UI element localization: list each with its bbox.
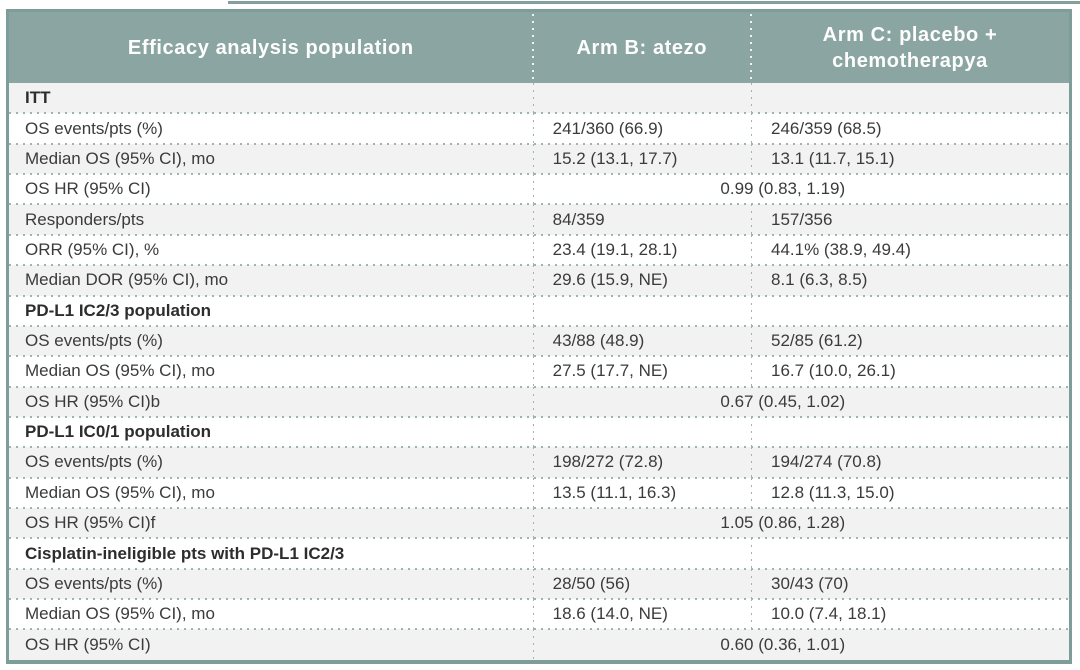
row-label: OS HR (95% CI) <box>25 634 151 654</box>
arm-b-value: 23.4 (19.1, 28.1) <box>532 234 751 266</box>
row-label: Median OS (95% CI), mo <box>25 604 215 624</box>
table-row: OS events/pts (%) 198/272 (72.8) 194/274 (… <box>9 447 1069 480</box>
arm-c-value <box>750 83 1069 114</box>
arm-c-value: 44.1% (38.9, 49.4) <box>750 234 1069 266</box>
header-efficacy-population: Efficacy analysis population <box>127 36 414 59</box>
arm-b-value <box>532 538 751 569</box>
efficacy-table: Efficacy analysis population Arm B: atez… <box>6 9 1072 664</box>
arm-c-value: 246/359 (68.5) <box>750 113 1069 144</box>
row-label: Median OS (95% CI), mo <box>25 482 215 502</box>
row-label: OS events/pts (%) <box>25 452 163 472</box>
hr-span-value: 1.05 (0.86, 1.28) <box>532 508 1069 539</box>
row-label: OS HR (95% CI) <box>25 179 151 199</box>
table-body: ITT OS events/pts (%) 241/360 (66.9) 246/35… <box>9 83 1069 660</box>
row-label: OS events/pts (%) <box>25 573 163 593</box>
arm-b-value: 198/272 (72.8) <box>532 447 751 478</box>
arm-b-value: 15.2 (13.1, 17.7) <box>532 143 751 175</box>
row-label: OS HR (95% CI)b <box>25 391 161 411</box>
arm-b-value: 27.5 (17.7, NE) <box>532 356 751 387</box>
arm-c-value <box>750 538 1069 569</box>
row-label: PD-L1 IC0/1 population <box>25 422 212 442</box>
row-label: OS events/pts (%) <box>25 118 163 138</box>
arm-c-value: 30/43 (70) <box>750 568 1069 600</box>
table-header-row: Efficacy analysis population Arm B: atez… <box>9 12 1069 83</box>
arm-b-value: 28/50 (56) <box>532 568 751 600</box>
arm-b-value: 18.6 (14.0, NE) <box>532 599 751 630</box>
row-label: Median DOR (95% CI), mo <box>25 270 229 290</box>
section-row: PD-L1 IC0/1 population <box>9 416 1069 449</box>
header-arm-b: Arm B: atezo <box>531 12 751 83</box>
row-label: Median OS (95% CI), mo <box>25 148 215 168</box>
table-row: Median OS (95% CI), mo 18.6 (14.0, NE) 10.… <box>9 599 1069 631</box>
row-label: ORR (95% CI), % <box>25 239 160 259</box>
arm-b-value <box>532 83 751 114</box>
row-label: OS HR (95% CI)f <box>25 513 156 533</box>
table-row: Responders/pts 84/359 157/356 <box>9 204 1069 237</box>
arm-b-value: 29.6 (15.9, NE) <box>532 265 751 296</box>
arm-c-value: 10.0 (7.4, 18.1) <box>750 599 1069 630</box>
arm-c-value <box>750 416 1069 448</box>
arm-c-value: 13.1 (11.7, 15.1) <box>750 143 1069 175</box>
hr-span-value: 0.67 (0.45, 1.02) <box>532 386 1069 417</box>
arm-b-value <box>532 416 751 448</box>
row-label: Responders/pts <box>25 209 145 229</box>
row-label: Cisplatin-ineligible pts with PD-L1 IC2/… <box>25 543 345 563</box>
arm-b-value <box>532 295 751 326</box>
table-row: OS HR (95% CI) 0.60 (0.36, 1.01) <box>9 629 1069 660</box>
section-row: PD-L1 IC2/3 population <box>9 295 1069 328</box>
arm-c-value: 52/85 (61.2) <box>750 325 1069 357</box>
top-rule-line <box>228 1 1080 4</box>
hr-span-value: 0.60 (0.36, 1.01) <box>532 629 1069 660</box>
arm-b-value: 84/359 <box>532 204 751 235</box>
header-arm-c: Arm C: placebo + chemotherapya <box>749 12 1069 83</box>
table-row: OS events/pts (%) 43/88 (48.9) 52/85 (61.2… <box>9 325 1069 358</box>
arm-c-value <box>750 295 1069 326</box>
arm-b-value: 241/360 (66.9) <box>532 113 751 144</box>
row-label: PD-L1 IC2/3 population <box>25 300 212 320</box>
table-row: OS HR (95% CI) 0.99 (0.83, 1.19) <box>9 174 1069 206</box>
table-row: OS events/pts (%) 241/360 (66.9) 246/359 (… <box>9 113 1069 146</box>
section-row: ITT <box>9 83 1069 115</box>
table-row: Median OS (95% CI), mo 15.2 (13.1, 17.7) 1… <box>9 143 1069 176</box>
section-row: Cisplatin-ineligible pts with PD-L1 IC2/… <box>9 538 1069 571</box>
arm-b-value: 43/88 (48.9) <box>532 325 751 357</box>
table-row: Median OS (95% CI), mo 13.5 (11.1, 16.3) 1… <box>9 477 1069 510</box>
table-row: Median DOR (95% CI), mo 29.6 (15.9, NE) 8.… <box>9 265 1069 297</box>
arm-c-value: 157/356 <box>750 204 1069 235</box>
row-label: Median OS (95% CI), mo <box>25 361 215 381</box>
arm-c-value: 8.1 (6.3, 8.5) <box>750 265 1069 296</box>
table-row: ORR (95% CI), % 23.4 (19.1, 28.1) 44.1% (3… <box>9 234 1069 267</box>
arm-c-value: 16.7 (10.0, 26.1) <box>750 356 1069 387</box>
row-label: ITT <box>25 88 51 108</box>
table-row: OS events/pts (%) 28/50 (56) 30/43 (70) <box>9 568 1069 601</box>
table-row: Median OS (95% CI), mo 27.5 (17.7, NE) 16.… <box>9 356 1069 388</box>
hr-span-value: 0.99 (0.83, 1.19) <box>532 174 1069 205</box>
arm-c-value: 194/274 (70.8) <box>750 447 1069 478</box>
table-row: OS HR (95% CI)b 0.67 (0.45, 1.02) <box>9 386 1069 419</box>
arm-c-value: 12.8 (11.3, 15.0) <box>750 477 1069 509</box>
row-label: OS events/pts (%) <box>25 331 163 351</box>
table-row: OS HR (95% CI)f 1.05 (0.86, 1.28) <box>9 508 1069 540</box>
arm-b-value: 13.5 (11.1, 16.3) <box>532 477 751 509</box>
